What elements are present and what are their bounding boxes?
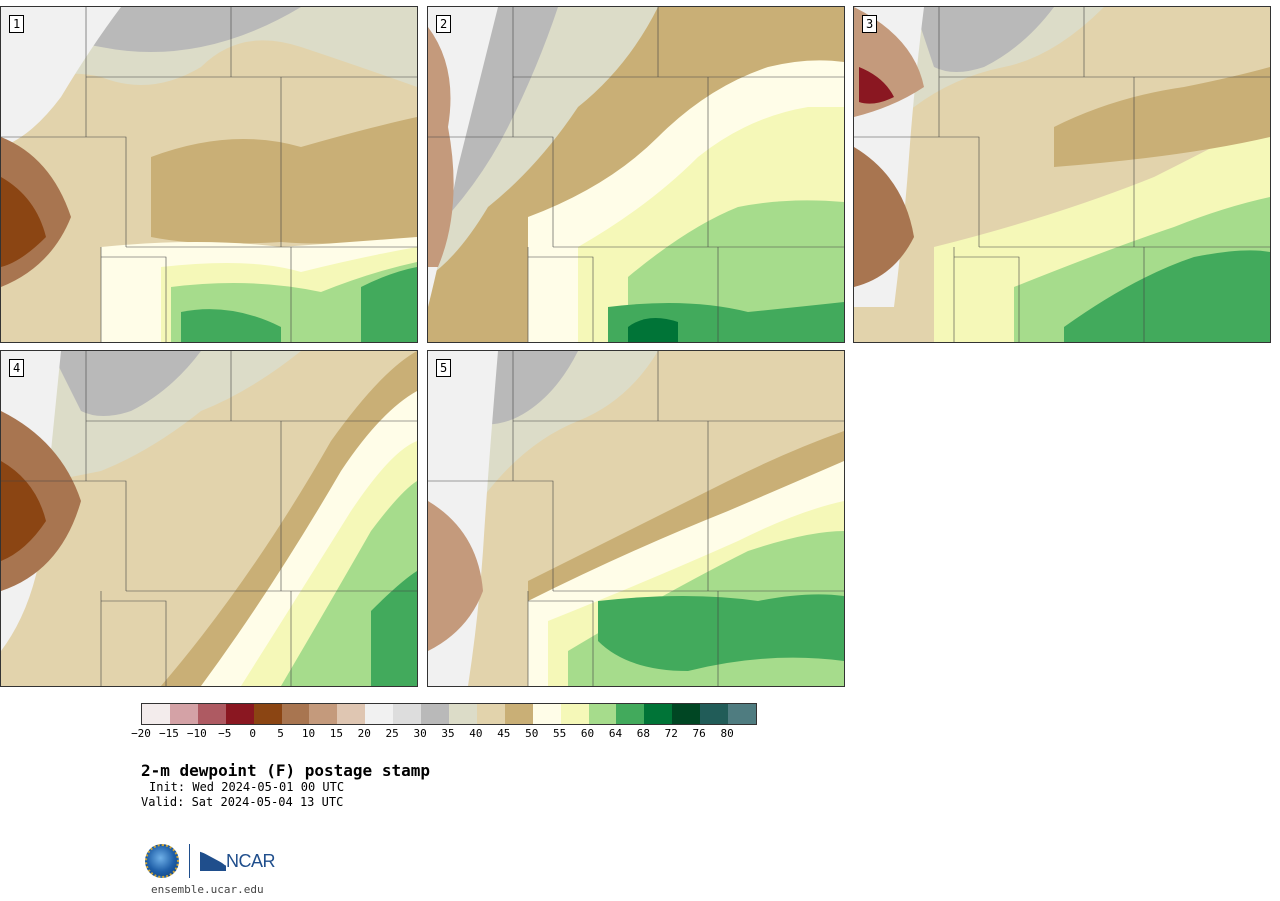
colorbar-swatch xyxy=(616,704,645,724)
colorbar-tick-label: 80 xyxy=(720,727,734,740)
chart-title: 2-m dewpoint (F) postage stamp xyxy=(141,761,430,780)
init-time: Init: Wed 2024-05-01 00 UTC xyxy=(149,780,345,794)
panel-number: 1 xyxy=(9,15,25,33)
colorbar-tick-label: 76 xyxy=(692,727,706,740)
colorbar-swatch xyxy=(532,704,561,724)
valid-time: Valid: Sat 2024-05-04 13 UTC xyxy=(141,795,344,809)
colorbar-tick-label: 30 xyxy=(413,727,427,740)
colorbar-swatch xyxy=(393,704,422,724)
colorbar-swatch xyxy=(421,704,449,724)
map-panel-5: 5 xyxy=(427,350,845,687)
map-panel-3: 3 xyxy=(853,6,1271,343)
colorbar-swatch xyxy=(253,704,282,724)
colorbar-tick-label: 0 xyxy=(249,727,256,740)
dewpoint-map-5 xyxy=(428,351,844,686)
map-panel-1: 1 xyxy=(0,6,418,343)
colorbar-swatch xyxy=(644,704,673,724)
colorbar xyxy=(141,703,757,725)
colorbar-tick-label: 64 xyxy=(608,727,623,740)
colorbar-tick-label: 10 xyxy=(301,727,316,740)
map-panel-2: 2 xyxy=(427,6,845,343)
colorbar-tick-label: −5 xyxy=(218,727,232,740)
colorbar-tick-label: 60 xyxy=(580,727,595,740)
dewpoint-map-4 xyxy=(1,351,417,686)
dewpoint-map-2 xyxy=(428,7,844,342)
colorbar-swatch xyxy=(728,704,756,724)
colorbar-tick-label: −20 xyxy=(131,727,151,740)
colorbar-swatch xyxy=(169,704,198,724)
colorbar-swatch xyxy=(448,704,477,724)
panel-number: 3 xyxy=(862,15,878,33)
colorbar-swatch xyxy=(504,704,533,724)
colorbar-swatch xyxy=(197,704,226,724)
colorbar-swatch xyxy=(309,704,338,724)
panel-number: 2 xyxy=(436,15,452,33)
colorbar-ticks: −20 −15 −10 −5 0 5 10 15 20 25 30 35 40 45 50 55 60 64 68 7… xyxy=(131,727,755,741)
colorbar-tick-label: 40 xyxy=(469,727,483,740)
colorbar-swatch xyxy=(365,704,394,724)
colorbar-tick-label: 68 xyxy=(636,727,650,740)
logos: NCAR xyxy=(145,843,276,879)
dewpoint-map-3 xyxy=(854,7,1270,342)
colorbar-tick-label: 20 xyxy=(357,727,371,740)
colorbar-tick-label: −10 xyxy=(186,727,207,740)
colorbar-tick-label: 25 xyxy=(385,727,399,740)
colorbar-tick-label: 50 xyxy=(525,727,539,740)
colorbar-swatch xyxy=(560,704,589,724)
colorbar-swatch xyxy=(225,704,254,724)
colorbar-swatch xyxy=(672,704,701,724)
dewpoint-map-1 xyxy=(1,7,417,342)
nsf-logo-icon xyxy=(145,844,179,878)
colorbar-tick-label: 55 xyxy=(553,727,567,740)
ncar-text: NCAR xyxy=(226,850,276,871)
colorbar-swatch xyxy=(588,704,617,724)
colorbar-tick-label: −15 xyxy=(158,727,179,740)
colorbar-swatch xyxy=(476,704,505,724)
map-panel-4: 4 xyxy=(0,350,418,687)
ncar-swoosh-icon xyxy=(200,851,226,871)
colorbar-swatch xyxy=(281,704,310,724)
colorbar-tick-label: 15 xyxy=(329,727,343,740)
colorbar-tick-label: 35 xyxy=(441,727,455,740)
website-url: ensemble.ucar.edu xyxy=(151,883,264,896)
colorbar-tick-label: 45 xyxy=(497,727,511,740)
colorbar-tick-label: 72 xyxy=(664,727,678,740)
colorbar-swatch xyxy=(142,704,170,724)
colorbar-tick-label: 5 xyxy=(277,727,284,740)
colorbar-swatch xyxy=(700,704,729,724)
panel-number: 5 xyxy=(436,359,452,377)
colorbar-swatch xyxy=(337,704,366,724)
logo-divider xyxy=(189,844,190,878)
ncar-logo: NCAR xyxy=(200,850,276,872)
panel-number: 4 xyxy=(9,359,25,377)
